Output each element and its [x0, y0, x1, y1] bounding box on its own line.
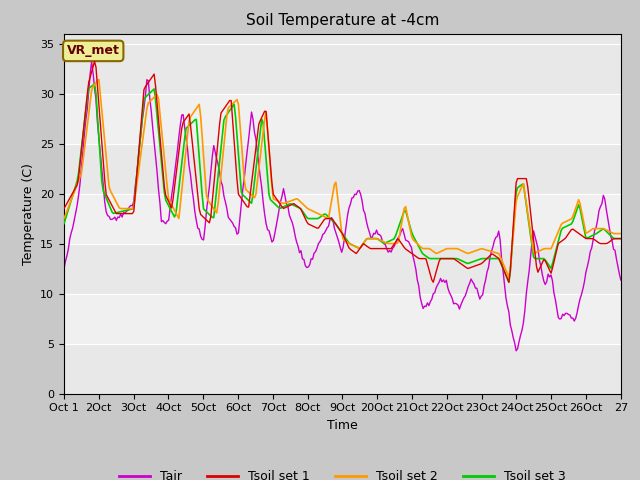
Legend: Tair, Tsoil set 1, Tsoil set 2, Tsoil set 3: Tair, Tsoil set 1, Tsoil set 2, Tsoil se…: [114, 465, 571, 480]
X-axis label: Time: Time: [327, 419, 358, 432]
Bar: [64, 294, 621, 344]
Text: VR_met: VR_met: [67, 44, 120, 58]
Bar: [64, 193, 621, 243]
Title: Soil Temperature at -4cm: Soil Temperature at -4cm: [246, 13, 439, 28]
Bar: [64, 94, 621, 144]
Y-axis label: Temperature (C): Temperature (C): [22, 163, 35, 264]
